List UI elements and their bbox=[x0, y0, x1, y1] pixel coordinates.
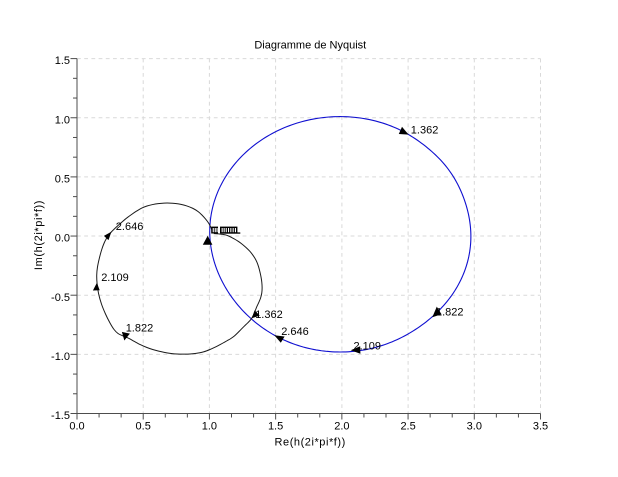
svg-text:0.5: 0.5 bbox=[136, 421, 151, 433]
svg-text:1.5: 1.5 bbox=[268, 421, 283, 433]
svg-text:0.5: 0.5 bbox=[55, 174, 70, 186]
svg-text:1.0: 1.0 bbox=[202, 421, 217, 433]
svg-text:2.5: 2.5 bbox=[400, 421, 415, 433]
svg-text:0.0: 0.0 bbox=[55, 233, 70, 245]
svg-text:Re(h(2i*pi*f)): Re(h(2i*pi*f)) bbox=[275, 436, 346, 448]
svg-text:-0.5: -0.5 bbox=[51, 292, 70, 304]
svg-text:0.0: 0.0 bbox=[69, 421, 84, 433]
svg-text:1.5: 1.5 bbox=[55, 55, 70, 67]
svg-text:1.0: 1.0 bbox=[55, 114, 70, 126]
svg-text:2.646: 2.646 bbox=[281, 326, 309, 338]
svg-text:2.0: 2.0 bbox=[334, 421, 349, 433]
svg-text:3.0: 3.0 bbox=[467, 421, 482, 433]
svg-text:-1.5: -1.5 bbox=[51, 410, 70, 422]
svg-text:Im(h(2i*pi*f)): Im(h(2i*pi*f)) bbox=[33, 200, 45, 270]
svg-text:3.5: 3.5 bbox=[533, 421, 548, 433]
svg-text:1.822: 1.822 bbox=[126, 323, 154, 335]
svg-text:2.109: 2.109 bbox=[101, 272, 129, 284]
svg-text:2.646: 2.646 bbox=[116, 221, 144, 233]
svg-text:1.362: 1.362 bbox=[411, 125, 439, 137]
svg-text:1.822: 1.822 bbox=[436, 306, 464, 318]
svg-text:2.109: 2.109 bbox=[354, 341, 382, 353]
svg-text:Diagramme de Nyquist: Diagramme de Nyquist bbox=[254, 40, 366, 52]
svg-text:-1.0: -1.0 bbox=[51, 351, 70, 363]
svg-text:1.362: 1.362 bbox=[255, 309, 283, 321]
